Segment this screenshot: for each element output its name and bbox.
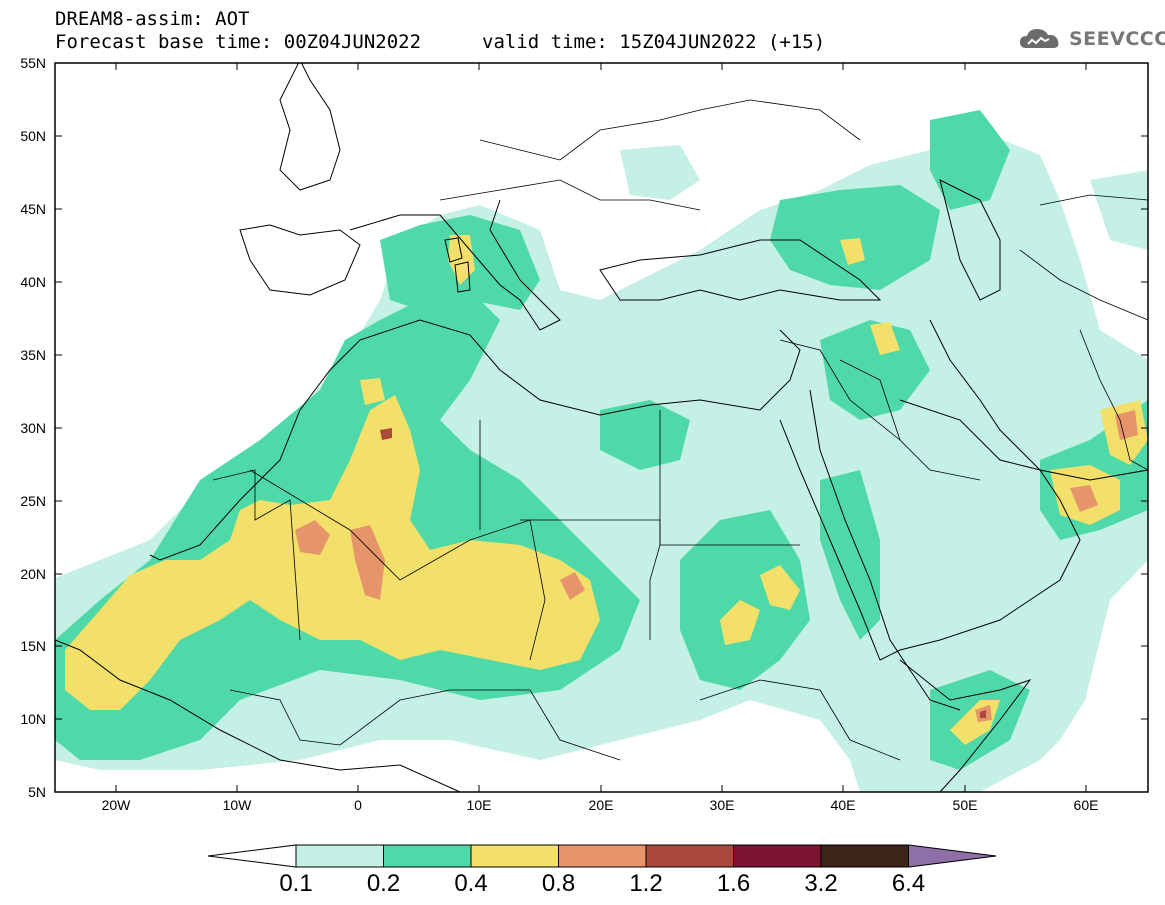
lon-label: 20E [588, 797, 614, 813]
colorbar-segment [820, 844, 909, 868]
lat-label: 45N [20, 201, 46, 217]
lat-label: 50N [20, 128, 46, 144]
colorbar-segment [470, 844, 559, 868]
lon-label: 20W [101, 797, 131, 813]
colorbar-over-arrow [908, 844, 997, 868]
colorbar-segment [295, 844, 384, 868]
lon-label: 10W [222, 797, 252, 813]
colorbar-label: 0.8 [541, 870, 576, 897]
lon-label: 40E [830, 797, 856, 813]
lon-label: 30E [709, 797, 735, 813]
lat-label: 20N [20, 566, 46, 582]
lat-label: 5N [28, 784, 46, 800]
lon-label: 10E [466, 797, 492, 813]
lon-label: 0 [354, 797, 362, 813]
colorbar-label: 3.2 [804, 870, 838, 897]
colorbar [207, 844, 997, 868]
colorbar-label: 0.4 [454, 870, 488, 897]
chart-title: DREAM8-assim: AOT [55, 8, 250, 30]
colorbar-label: 6.4 [891, 870, 926, 897]
colorbar-label: 0.1 [279, 870, 313, 897]
lon-label: 50E [952, 797, 978, 813]
lat-label: 15N [20, 638, 46, 654]
valid-time: valid time: 15Z04JUN2022 (+15) [482, 31, 826, 53]
tick-marks [55, 62, 1148, 792]
borders [212, 99, 1148, 761]
colorbar-under-arrow [207, 844, 297, 868]
aot-field [55, 110, 1148, 792]
coastlines [55, 63, 1148, 792]
colorbar-segment [558, 844, 647, 868]
lat-label: 35N [20, 347, 46, 363]
lat-label: 55N [20, 55, 46, 71]
forecast-base-time: Forecast base time: 00Z04JUN2022 [55, 31, 422, 53]
colorbar-label: 0.2 [366, 870, 401, 897]
lat-label: 40N [20, 274, 46, 290]
colorbar-segment [645, 844, 734, 868]
colorbar-segment [733, 844, 822, 868]
lon-label: 60E [1073, 797, 1099, 813]
lat-label: 10N [20, 711, 46, 727]
lat-label: 30N [20, 420, 46, 436]
colorbar-label: 1.2 [629, 870, 663, 897]
colorbar-segment [383, 844, 472, 868]
lat-label: 25N [20, 493, 46, 509]
colorbar-label: 1.6 [716, 870, 751, 897]
cloud-icon [1020, 29, 1059, 48]
logo-text: SEEVCCC [1069, 28, 1165, 50]
